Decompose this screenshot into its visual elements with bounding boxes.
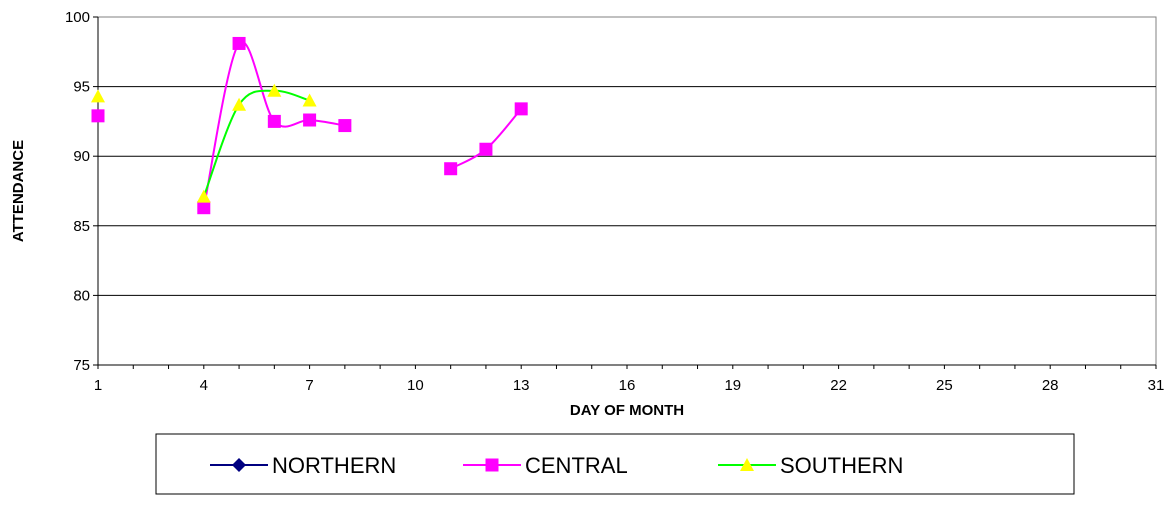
data-point bbox=[197, 201, 211, 215]
y-tick-label: 100 bbox=[65, 9, 90, 26]
legend-label: SOUTHERN bbox=[780, 453, 903, 478]
legend-item-northern: NORTHERN bbox=[210, 453, 396, 478]
data-point bbox=[303, 113, 317, 127]
x-tick-label: 13 bbox=[513, 377, 530, 394]
data-point bbox=[91, 89, 105, 103]
y-tick-label: 75 bbox=[73, 357, 90, 374]
x-tick-label: 16 bbox=[619, 377, 636, 394]
data-point bbox=[302, 93, 317, 107]
x-tick-labels: 1 4 7 10 13 16 19 22 25 28 31 bbox=[94, 377, 1165, 394]
x-tick-label: 4 bbox=[200, 377, 208, 394]
series-line bbox=[202, 89, 310, 197]
x-tick-label: 31 bbox=[1148, 377, 1165, 394]
x-tick-label: 25 bbox=[936, 377, 953, 394]
x-tick-label: 1 bbox=[94, 377, 102, 394]
data-point bbox=[514, 102, 528, 116]
data-point bbox=[232, 36, 246, 50]
y-tick-label: 95 bbox=[73, 79, 90, 96]
series-central bbox=[91, 36, 528, 215]
legend-marker bbox=[740, 458, 754, 471]
legend-item-central: CENTRAL bbox=[463, 453, 628, 478]
y-axis-title: ATTENDANCE bbox=[10, 140, 27, 242]
legend-marker bbox=[485, 458, 499, 472]
y-tick-labels: 75 80 85 90 95 100 bbox=[65, 9, 90, 374]
legend-marker bbox=[232, 458, 246, 472]
legend-box bbox=[155, 433, 1075, 495]
x-tick-label: 22 bbox=[830, 377, 847, 394]
series-layer bbox=[91, 36, 528, 215]
plot-area bbox=[97, 16, 1157, 366]
data-point bbox=[91, 109, 105, 123]
gridlines bbox=[98, 86, 1156, 296]
y-tick-label: 90 bbox=[73, 148, 90, 165]
data-point bbox=[444, 162, 458, 176]
y-tick-label: 80 bbox=[73, 287, 90, 304]
legend-label: NORTHERN bbox=[272, 453, 396, 478]
x-tick-label: 28 bbox=[1042, 377, 1059, 394]
data-point bbox=[196, 189, 211, 203]
x-axis-title: DAY OF MONTH bbox=[570, 402, 684, 419]
x-tick-label: 10 bbox=[407, 377, 424, 394]
axes bbox=[93, 16, 1157, 369]
y-tick-label: 85 bbox=[73, 218, 90, 235]
data-point bbox=[267, 114, 281, 128]
legend: NORTHERN CENTRAL SOUTHERN bbox=[155, 433, 1075, 495]
data-point bbox=[479, 142, 493, 156]
x-tick-label: 7 bbox=[305, 377, 313, 394]
legend-item-southern: SOUTHERN bbox=[718, 453, 903, 478]
series-southern bbox=[91, 83, 317, 203]
x-tick-label: 19 bbox=[724, 377, 741, 394]
data-point bbox=[267, 83, 282, 97]
data-point bbox=[338, 119, 352, 133]
data-point bbox=[232, 97, 247, 111]
legend-label: CENTRAL bbox=[525, 453, 628, 478]
